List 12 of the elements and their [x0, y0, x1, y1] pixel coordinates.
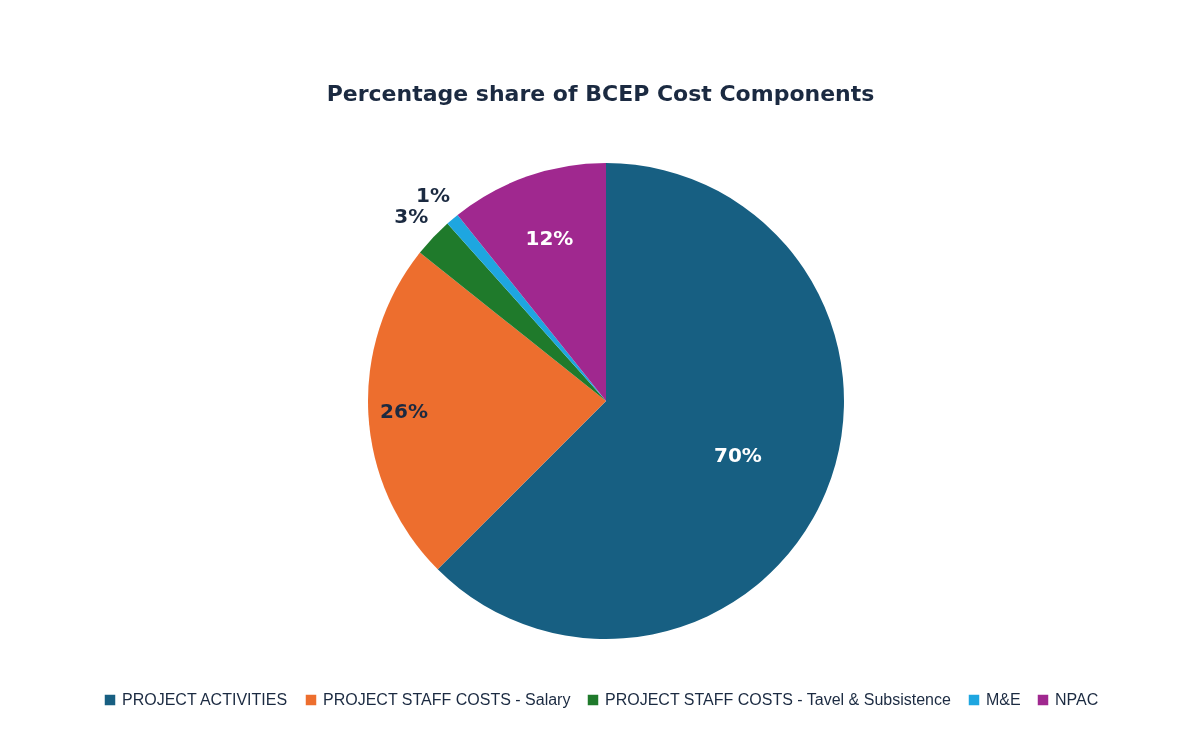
data-label: 12%	[525, 226, 574, 251]
pie-slice	[368, 252, 606, 570]
data-label: 26%	[380, 399, 428, 424]
legend-label: M&E	[986, 691, 1021, 708]
legend-label: PROJECT STAFF COSTS - Salary	[323, 691, 571, 708]
chart-title: Percentage share of BCEP Cost Components	[326, 81, 875, 106]
legend-label: NPAC	[1055, 691, 1099, 708]
pie-slice	[419, 223, 606, 401]
data-label: 70%	[713, 442, 762, 467]
legend-label: PROJECT ACTIVITIES	[122, 691, 288, 708]
legend-label: PROJECT STAFF COSTS - Tavel & Subsistence	[605, 691, 951, 708]
pie-slice	[457, 163, 606, 401]
